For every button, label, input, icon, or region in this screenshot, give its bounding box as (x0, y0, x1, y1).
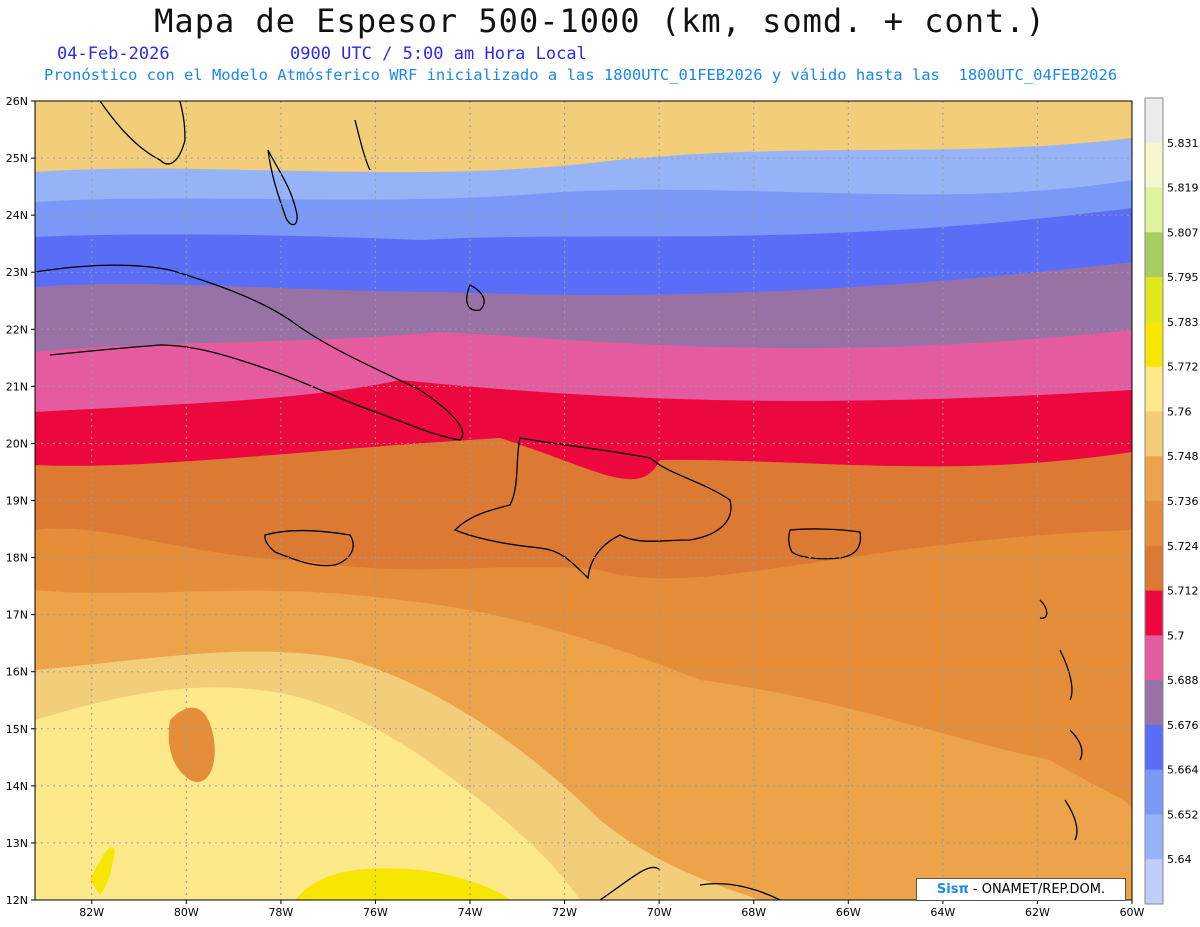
lon-label: 78W (268, 906, 293, 919)
bahamas-1 (267, 149, 298, 226)
axis-ticks: 26N 25N 24N 23N 22N 21N 20N 19N 18N 17N 16N 15N 14N 1… (6, 95, 1145, 919)
colorbar-label: 5.76 (1167, 405, 1192, 418)
lon-label: 66W (836, 906, 861, 919)
colorbar-swatch (1145, 142, 1163, 189)
lat-label: 14N (6, 780, 28, 793)
florida-coast (99, 101, 186, 165)
colorbar-label: 5.664 (1167, 764, 1199, 777)
lat-label: 24N (6, 209, 28, 222)
colorbar-label: 5.688 (1167, 674, 1199, 687)
colorbar-label: 5.7 (1167, 629, 1185, 642)
south-coast (599, 866, 781, 900)
colorbar-swatch (1145, 411, 1163, 457)
lon-label: 60W (1120, 906, 1145, 919)
colorbar-label: 5.724 (1167, 540, 1199, 553)
colorbar-swatch (1145, 277, 1163, 323)
lat-label: 13N (6, 837, 28, 850)
colorbar-swatch (1145, 545, 1163, 592)
colorbar-swatch (1145, 680, 1163, 726)
valid-date: 04-Feb-2026 (57, 44, 170, 64)
lon-label: 72W (552, 906, 577, 919)
lat-label: 18N (6, 552, 28, 565)
colorbar-swatch (1145, 98, 1163, 144)
colorbar-swatch (1145, 724, 1163, 771)
colorbar-label: 5.819 (1167, 182, 1199, 195)
lon-label: 62W (1025, 906, 1050, 919)
sispi-logo: Sisπ (936, 882, 969, 897)
hispaniola-coast (453, 437, 732, 580)
colorbar-label: 5.652 (1167, 808, 1199, 821)
lon-label: 80W (174, 906, 199, 919)
colorbar-label: 5.712 (1167, 585, 1199, 598)
lon-label: 82W (79, 906, 104, 919)
colorbar-label: 5.64 (1167, 853, 1192, 866)
lat-label: 15N (6, 723, 28, 736)
lon-label: 74W (458, 906, 483, 919)
credit-text: - ONAMET/REP.DOM. (968, 882, 1106, 897)
lat-label: 26N (6, 95, 28, 108)
lesser-antilles (1039, 599, 1083, 841)
map-title: Mapa de Espesor 500-1000 (km, somd. + co… (154, 2, 1046, 40)
lat-label: 22N (6, 323, 28, 336)
lat-label: 21N (6, 380, 28, 393)
lon-label: 68W (741, 906, 766, 919)
colorbar-swatch (1145, 456, 1163, 502)
colorbar-label: 5.772 (1167, 361, 1199, 374)
lon-label: 76W (363, 906, 388, 919)
coastlines (35, 101, 1083, 900)
lat-label: 16N (6, 666, 28, 679)
colorbar-swatch (1145, 590, 1163, 636)
jamaica-coast (264, 529, 354, 567)
colorbar-label: 5.831 (1167, 137, 1199, 150)
lon-label: 70W (647, 906, 672, 919)
colorbar-swatch (1145, 321, 1163, 368)
lat-label: 20N (6, 437, 28, 450)
colorbar-swatch (1145, 859, 1163, 905)
band-5783 (295, 868, 510, 900)
colorbar-label: 5.736 (1167, 495, 1199, 508)
lat-label: 25N (6, 152, 28, 165)
forecast-info: Pronóstico con el Modelo Atmósferico WRF… (44, 66, 1118, 84)
lon-label: 64W (930, 906, 955, 919)
colorbar: 5.831 5.819 5.807 5.795 5.783 5.772 5.76 5.748 5… (1144, 97, 1199, 905)
lat-label: 19N (6, 495, 28, 508)
colorbar-label: 5.795 (1167, 271, 1199, 284)
colorbar-swatch (1145, 814, 1163, 860)
thickness-field (35, 101, 1132, 900)
colorbar-label: 5.807 (1167, 226, 1199, 239)
cuba-coast (35, 264, 464, 441)
bahamas-3 (466, 284, 485, 311)
band-5736-islet (168, 707, 215, 782)
colorbar-swatch (1145, 187, 1163, 233)
band-5783-west (90, 847, 115, 895)
lat-label: 23N (6, 266, 28, 279)
valid-time: 0900 UTC / 5:00 am Hora Local (290, 44, 587, 64)
colorbar-swatch (1145, 769, 1163, 815)
colorbar-label: 5.748 (1167, 450, 1199, 463)
colorbar-swatch (1145, 501, 1163, 547)
colorbar-swatch (1145, 366, 1163, 412)
lat-label: 12N (6, 894, 28, 907)
colorbar-swatch (1145, 635, 1163, 681)
credit-box: Sisπ - ONAMET/REP.DOM. (916, 878, 1126, 901)
colorbar-swatch (1145, 232, 1163, 278)
colorbar-label: 5.783 (1167, 316, 1199, 329)
lat-label: 17N (6, 609, 28, 622)
bahamas-2 (354, 119, 371, 171)
colorbar-label: 5.676 (1167, 719, 1199, 732)
colorbar-frame (1144, 97, 1164, 905)
